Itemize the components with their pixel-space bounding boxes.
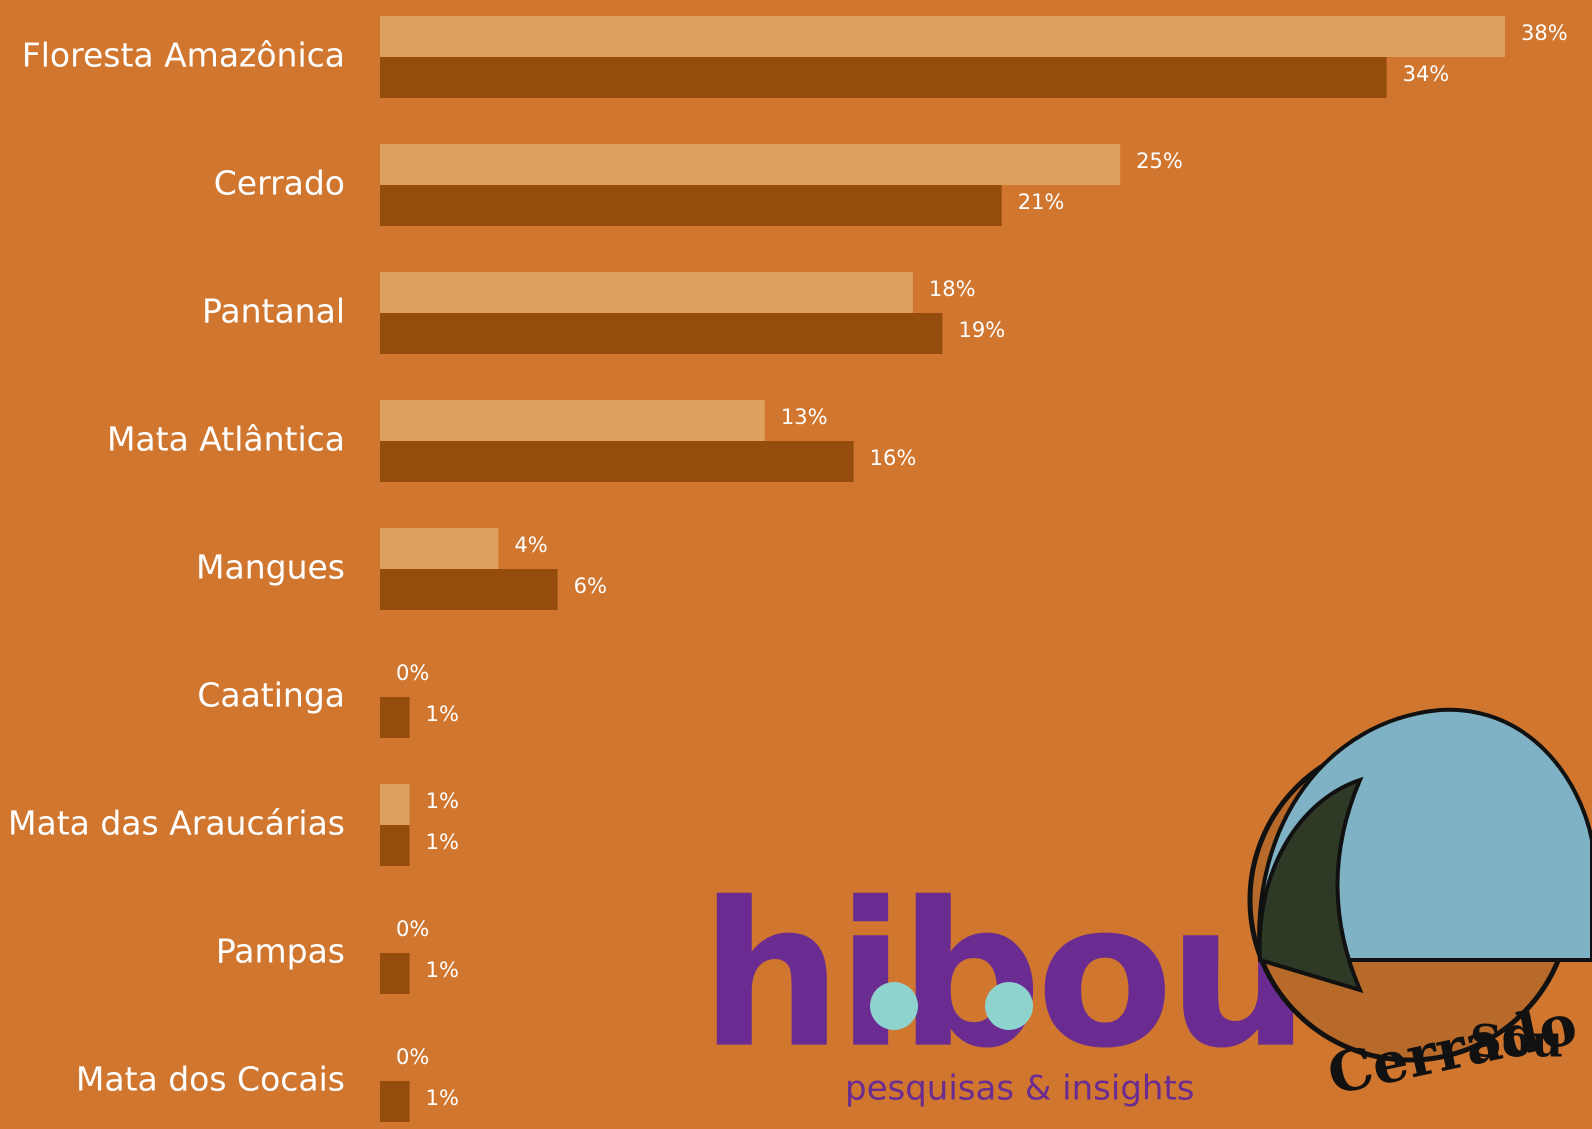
value-label: 38% xyxy=(1521,21,1568,45)
value-label: 21% xyxy=(1018,190,1065,214)
category-label: Mangues xyxy=(196,548,345,587)
badge-shape xyxy=(1257,776,1364,994)
bar xyxy=(380,400,765,441)
value-label: 34% xyxy=(1403,62,1450,86)
category-label: Floresta Amazônica xyxy=(22,36,345,75)
brand-name: hibou xyxy=(700,860,1304,1093)
category-label: Caatinga xyxy=(197,676,345,715)
value-label: 4% xyxy=(514,533,547,557)
value-label: 13% xyxy=(781,405,828,429)
value-label: 0% xyxy=(396,661,429,685)
value-label: 25% xyxy=(1136,149,1183,173)
bar xyxy=(380,697,410,738)
brand-tagline: pesquisas & insights xyxy=(845,1069,1195,1109)
category-label: Cerrado xyxy=(214,164,345,203)
badge-logo: Sou Cerrado xyxy=(1247,707,1592,1108)
value-label: 1% xyxy=(426,958,459,982)
value-label: 1% xyxy=(426,789,459,813)
bar xyxy=(380,825,410,866)
bar xyxy=(380,528,499,569)
bar xyxy=(380,57,1387,98)
bar xyxy=(380,185,1002,226)
value-label: 0% xyxy=(396,917,429,941)
category-label: Mata Atlântica xyxy=(107,420,345,459)
bar xyxy=(380,1081,410,1122)
bar xyxy=(380,313,943,354)
badge-shape xyxy=(1257,707,1592,962)
value-label: 18% xyxy=(929,277,976,301)
category-label: Pantanal xyxy=(202,292,345,331)
badge-text: Sou xyxy=(1470,1017,1563,1068)
bar xyxy=(380,569,558,610)
hibou-logo: hibou pesquisas & insights xyxy=(700,860,1310,1109)
value-label: 1% xyxy=(426,1086,459,1110)
logo-eye xyxy=(985,982,1033,1030)
value-label: 16% xyxy=(870,446,917,470)
bar xyxy=(380,441,854,482)
bar xyxy=(380,953,410,994)
value-label: 1% xyxy=(426,702,459,726)
category-label: Mata das Araucárias xyxy=(8,804,345,843)
value-label: 1% xyxy=(426,830,459,854)
bar xyxy=(380,16,1505,57)
bar xyxy=(380,272,913,313)
category-label: Pampas xyxy=(216,932,345,971)
bar xyxy=(380,144,1121,185)
category-label: Mata dos Cocais xyxy=(76,1060,345,1099)
value-label: 6% xyxy=(574,574,607,598)
value-label: 19% xyxy=(959,318,1006,342)
logo-eye xyxy=(870,982,918,1030)
bar xyxy=(380,784,410,825)
value-label: 0% xyxy=(396,1045,429,1069)
